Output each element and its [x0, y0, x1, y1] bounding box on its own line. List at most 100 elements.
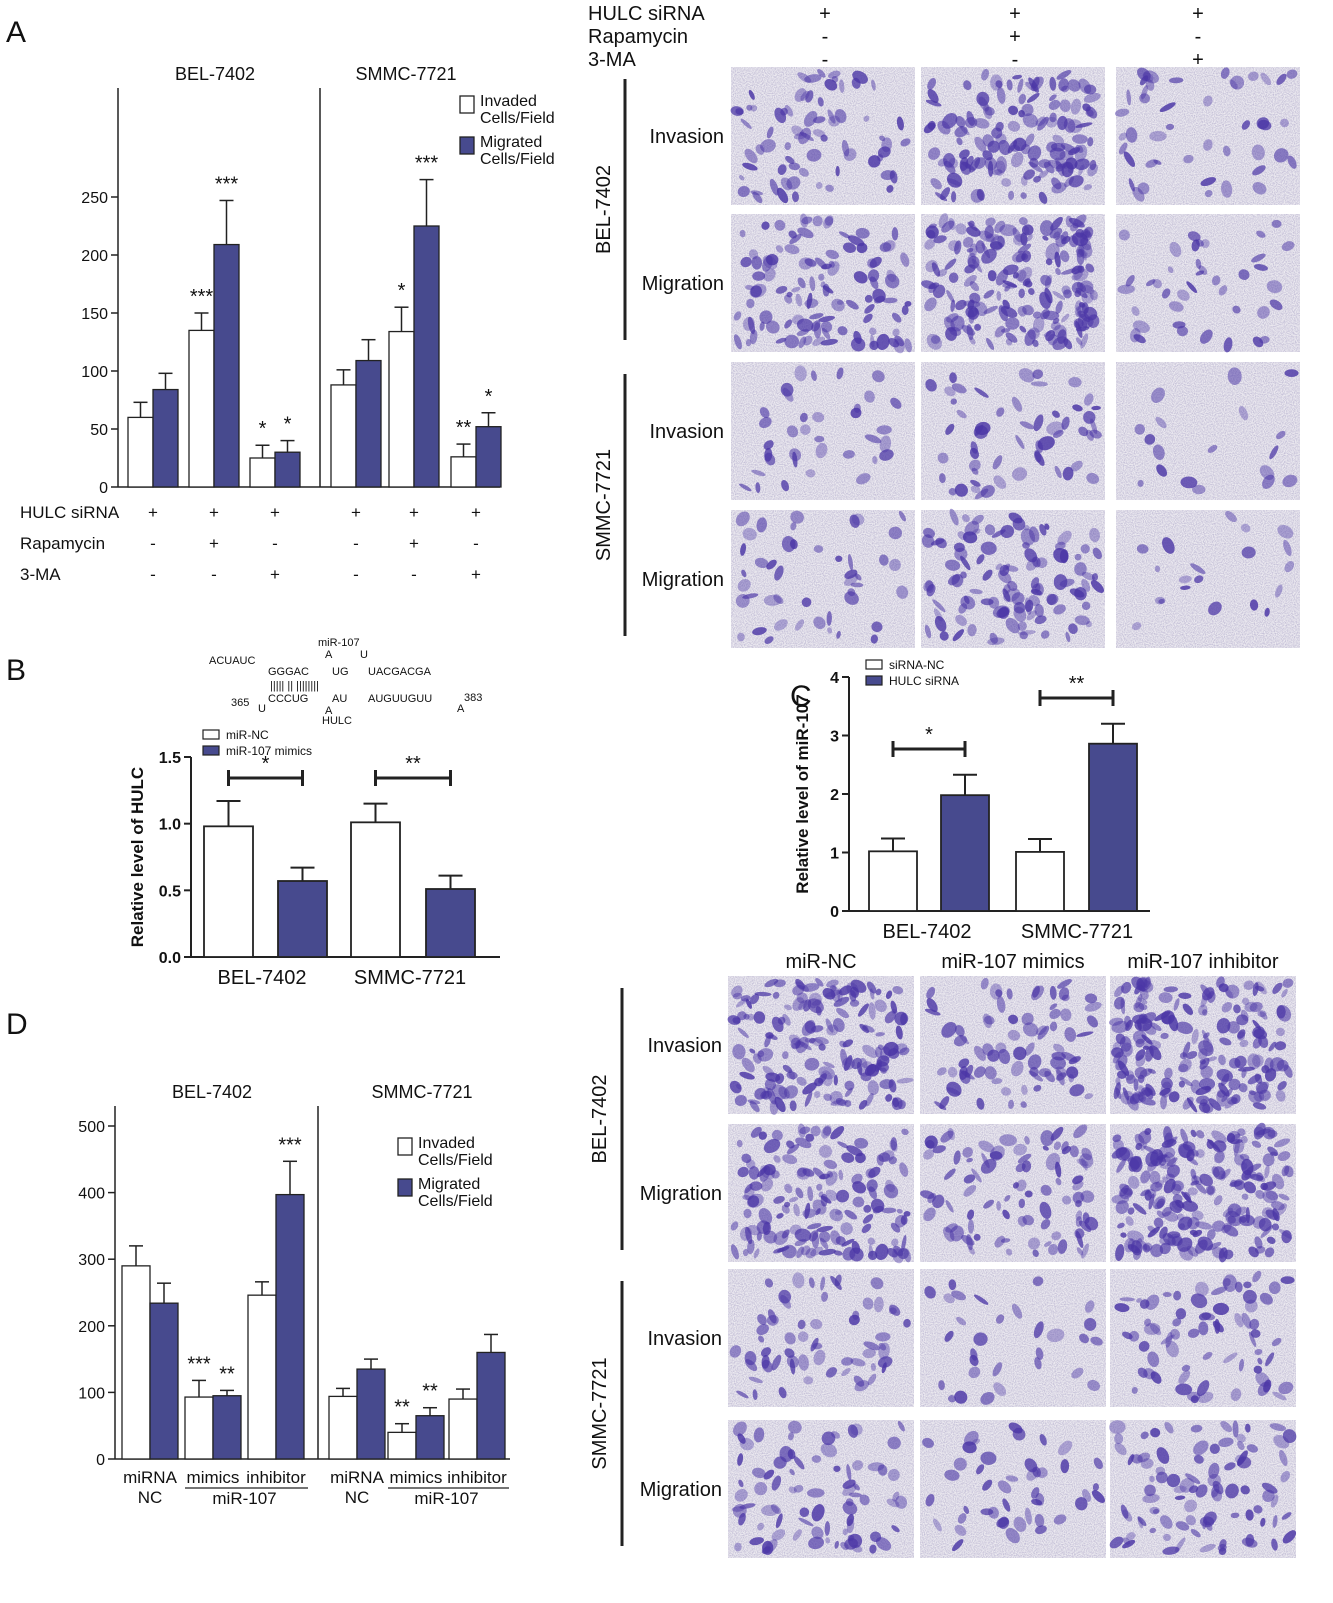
- stained-cell: [888, 526, 902, 540]
- stained-cell: [1178, 1058, 1192, 1073]
- significance-label: ***: [415, 153, 439, 175]
- stained-cell: [1072, 1175, 1084, 1185]
- y-tick-label: 1.0: [159, 817, 181, 834]
- stained-cell: [822, 1126, 832, 1136]
- stained-cell: [792, 997, 805, 1011]
- stained-cell: [1232, 1420, 1239, 1438]
- stained-cell: [969, 157, 981, 173]
- stained-cell: [1038, 191, 1048, 204]
- stained-cell: [980, 1451, 997, 1465]
- stained-cell: [821, 1431, 836, 1446]
- stained-cell: [1218, 1054, 1226, 1066]
- stained-cell: [854, 1137, 869, 1149]
- micrograph-texture: [1116, 214, 1300, 352]
- stained-cell: [877, 1356, 893, 1368]
- stained-cell: [1241, 1193, 1249, 1200]
- stained-cell: [1083, 410, 1096, 424]
- stained-cell: [1137, 1074, 1145, 1084]
- stained-cell: [990, 74, 1003, 91]
- stained-cell: [1072, 404, 1083, 412]
- stained-cell: [842, 1501, 858, 1515]
- stained-cell: [1122, 1537, 1131, 1545]
- stained-cell: [834, 1210, 842, 1215]
- stained-cell: [1149, 1323, 1162, 1336]
- stained-cell: [804, 1091, 813, 1107]
- stained-cell: [1280, 1471, 1291, 1483]
- stained-cell: [1259, 1011, 1268, 1020]
- stained-cell: [1222, 145, 1231, 157]
- rna-pairing: ||||| || ||||||||: [270, 680, 319, 692]
- stained-cell: [1169, 77, 1184, 84]
- significance-label: **: [1069, 673, 1085, 695]
- stained-cell: [822, 987, 836, 1000]
- stained-cell: [1092, 1483, 1099, 1492]
- stained-cell: [784, 294, 793, 304]
- stained-cell: [1084, 226, 1094, 238]
- stained-cell: [1037, 116, 1049, 131]
- micrograph-texture: [728, 1420, 914, 1558]
- stained-cell: [1216, 1017, 1231, 1034]
- stained-cell: [1190, 1424, 1203, 1433]
- stained-cell: [748, 249, 759, 260]
- stained-cell: [1158, 992, 1173, 1004]
- stained-cell: [1022, 113, 1039, 128]
- stained-cell: [974, 488, 989, 500]
- stained-cell: [1022, 1214, 1035, 1226]
- legend-swatch: [865, 659, 883, 670]
- stained-cell: [933, 235, 947, 244]
- stained-cell: [1128, 1331, 1140, 1342]
- stained-cell: [967, 255, 980, 269]
- y-tick-label: 0: [830, 904, 839, 921]
- stained-cell: [971, 1168, 982, 1183]
- stained-cell: [755, 482, 761, 494]
- stained-cell: [1251, 1140, 1262, 1148]
- condition-symbol: +: [209, 534, 219, 553]
- stained-cell: [1050, 1056, 1067, 1070]
- stained-cell: [816, 1183, 823, 1191]
- stained-cell: [1270, 1494, 1279, 1508]
- stained-cell: [1182, 1003, 1194, 1015]
- legend-label: Cells/Field: [418, 1193, 493, 1210]
- stained-cell: [1228, 1078, 1241, 1091]
- stained-cell: [1249, 1318, 1260, 1330]
- stained-cell: [1194, 1281, 1209, 1297]
- stained-cell: [1132, 186, 1145, 202]
- stained-cell: [989, 983, 1003, 1000]
- legend-swatch: [202, 729, 220, 740]
- stained-cell: [985, 233, 1000, 242]
- stained-cell: [1049, 1003, 1058, 1011]
- bar: [149, 1302, 179, 1460]
- stained-cell: [866, 981, 877, 994]
- stained-cell: [739, 1071, 755, 1080]
- stained-cell: [953, 1035, 968, 1047]
- stained-cell: [895, 1025, 903, 1040]
- stained-cell: [1186, 1051, 1198, 1060]
- stained-cell: [1122, 1539, 1136, 1549]
- stained-cell: [745, 1359, 758, 1372]
- stained-cell: [899, 1047, 910, 1056]
- stained-cell: [1181, 1364, 1191, 1372]
- stained-cell: [1232, 305, 1241, 314]
- stained-cell: [1092, 547, 1102, 560]
- stained-cell: [876, 425, 892, 435]
- stained-cell: [1037, 1025, 1050, 1040]
- stained-cell: [948, 240, 960, 252]
- stained-cell: [1211, 1166, 1220, 1178]
- stained-cell: [1202, 1102, 1214, 1114]
- stained-cell: [851, 1057, 862, 1070]
- stained-cell: [888, 1307, 897, 1315]
- stained-cell: [1002, 563, 1011, 572]
- stained-cell: [733, 1421, 747, 1437]
- stained-cell: [773, 1155, 781, 1163]
- condition-symbol: +: [819, 3, 831, 25]
- stained-cell: [950, 398, 957, 405]
- stained-cell: [928, 282, 940, 290]
- stained-cell: [957, 531, 967, 541]
- stained-cell: [840, 1222, 853, 1235]
- stained-cell: [771, 1016, 784, 1033]
- stained-cell: [744, 1183, 753, 1194]
- rna-sequence: GGGAC: [268, 666, 309, 678]
- stained-cell: [1248, 1246, 1259, 1258]
- stained-cell: [1180, 476, 1198, 489]
- stained-cell: [1111, 1047, 1124, 1058]
